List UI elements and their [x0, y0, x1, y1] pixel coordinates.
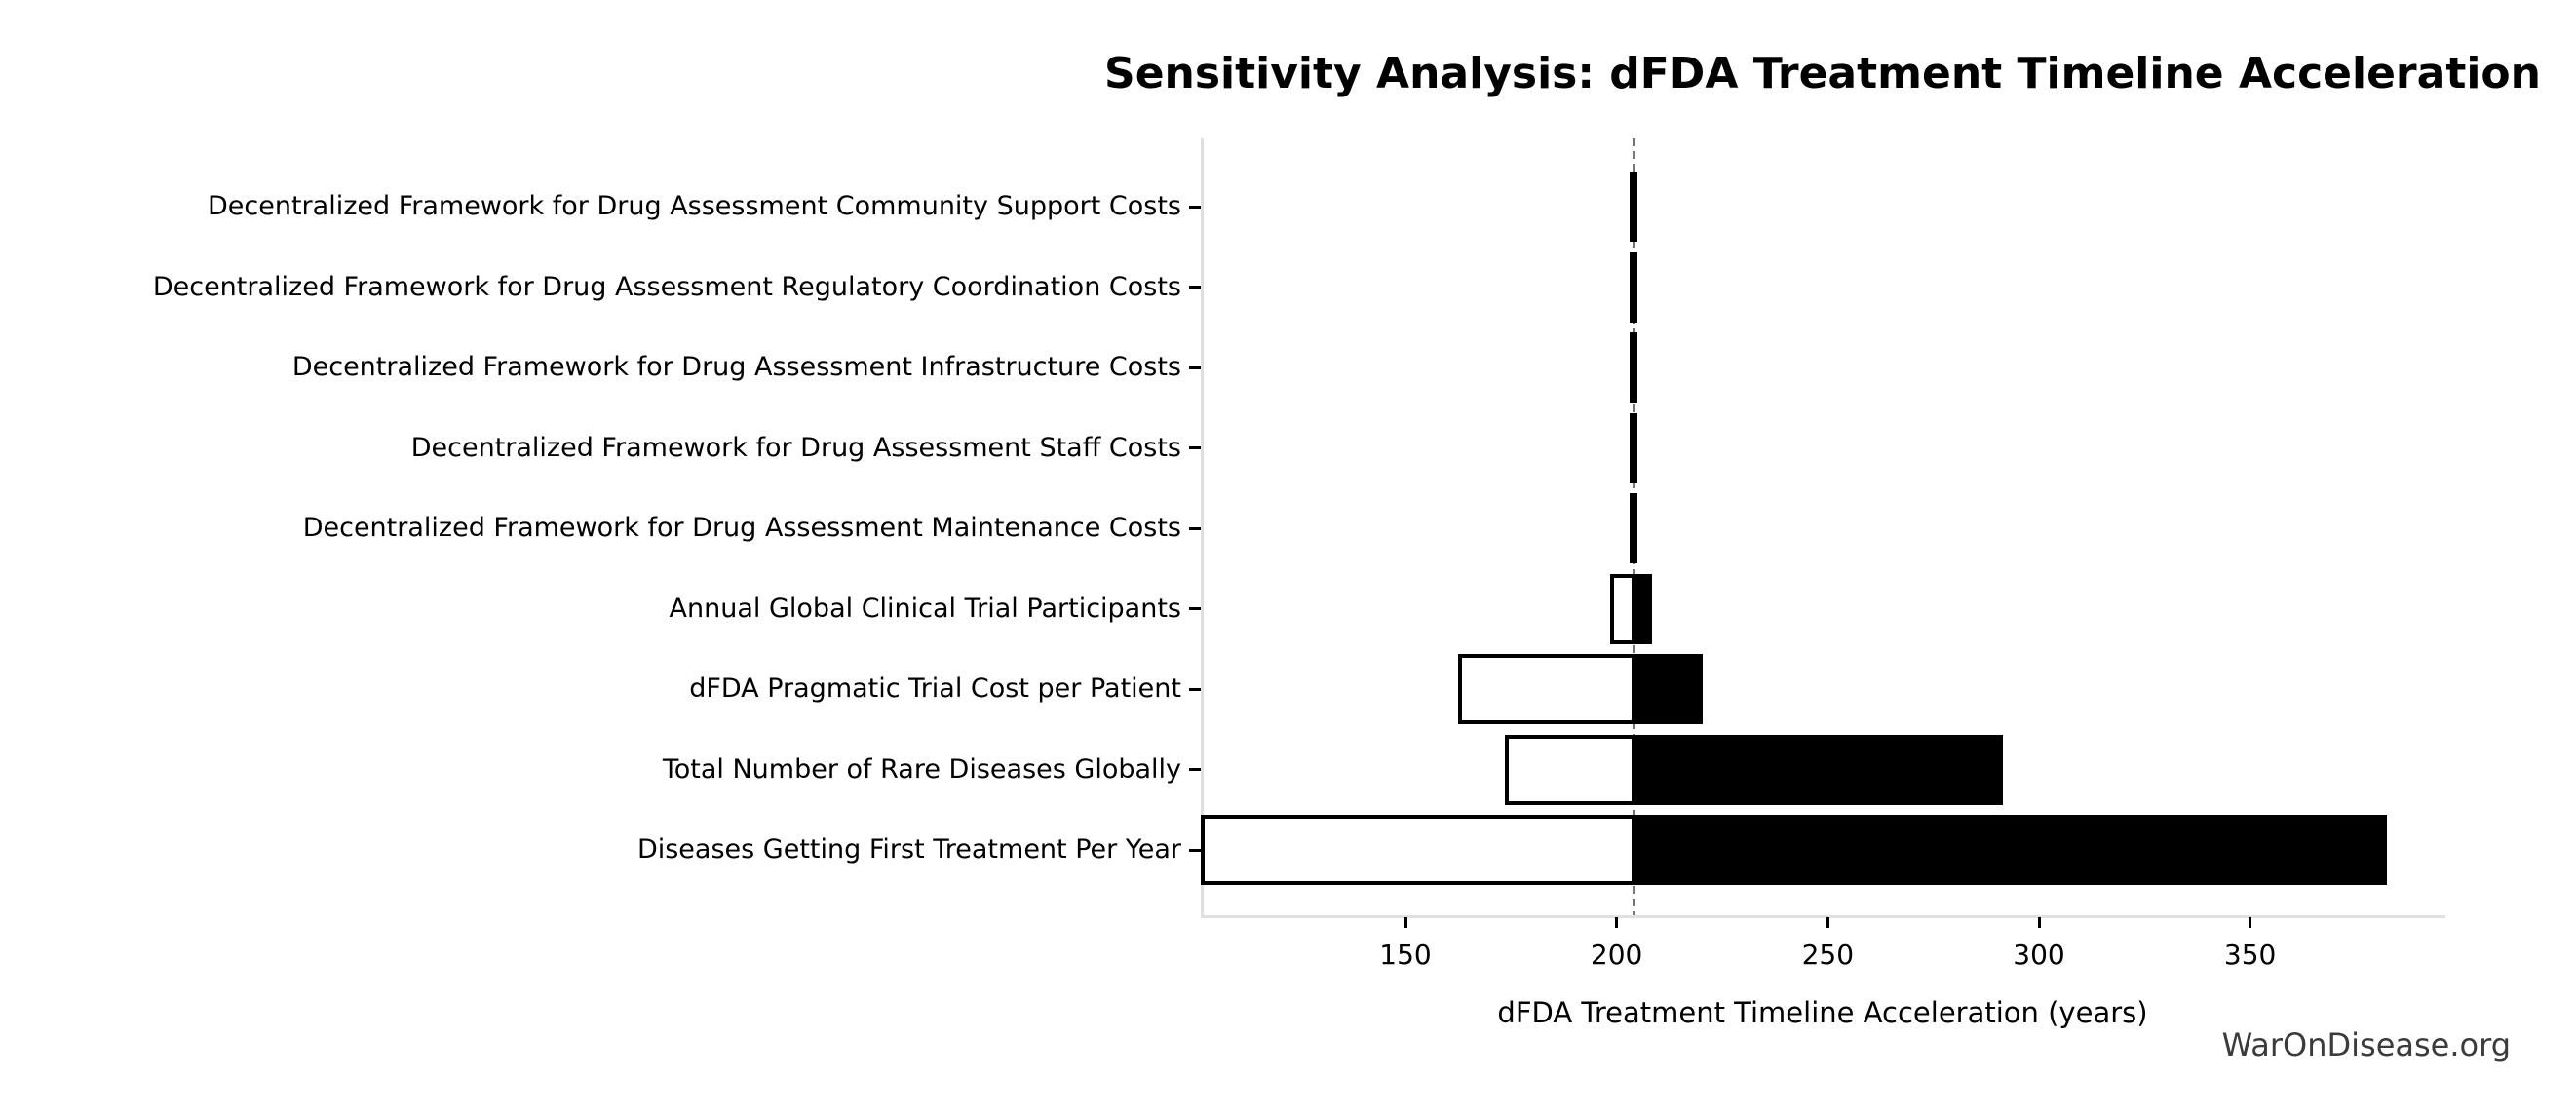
y-axis-category-label: Total Number of Rare Diseases Globally: [662, 753, 1181, 785]
x-tick-mark: [1615, 917, 1619, 928]
bar-high-segment: [1632, 815, 2388, 886]
bar-high-segment: [1632, 332, 1638, 404]
y-tick-mark: [1189, 607, 1201, 611]
y-axis-category-label: Decentralized Framework for Drug Assessm…: [291, 352, 1181, 383]
y-axis-category-label: Decentralized Framework for Drug Assessm…: [152, 271, 1181, 302]
y-tick-mark: [1189, 687, 1201, 691]
x-axis-line: [1201, 915, 2445, 918]
y-tick-mark: [1189, 205, 1201, 209]
x-tick-label: 200: [1590, 939, 1643, 971]
y-tick-mark: [1189, 446, 1201, 450]
watermark-text: WarOnDisease.org: [2221, 1026, 2511, 1063]
bar-high-segment: [1632, 734, 2003, 805]
bar-high-segment: [1632, 412, 1638, 483]
bar-low-segment: [1201, 815, 1635, 886]
bar-high-segment: [1632, 654, 1704, 725]
x-tick-mark: [1826, 917, 1829, 928]
x-tick-mark: [2037, 917, 2041, 928]
y-axis-category-label: Decentralized Framework for Drug Assessm…: [208, 191, 1181, 222]
x-axis-title: dFDA Treatment Timeline Acceleration (ye…: [1497, 996, 2148, 1029]
y-axis-category-label: Diseases Getting First Treatment Per Yea…: [636, 834, 1181, 866]
y-tick-mark: [1189, 286, 1201, 289]
bar-high-segment: [1632, 493, 1638, 564]
y-tick-mark: [1189, 848, 1201, 852]
y-tick-mark: [1189, 768, 1201, 772]
x-tick-mark: [1403, 917, 1407, 928]
x-tick-label: 350: [2223, 939, 2277, 971]
x-tick-label: 300: [2013, 939, 2065, 971]
y-axis-line: [1201, 138, 1204, 917]
bar-low-segment: [1458, 654, 1635, 725]
y-tick-mark: [1189, 366, 1201, 369]
y-axis-category-label: Decentralized Framework for Drug Assessm…: [410, 432, 1181, 463]
bar-high-segment: [1632, 573, 1653, 644]
chart-title: Sensitivity Analysis: dFDA Treatment Tim…: [1104, 49, 2541, 98]
x-tick-label: 150: [1379, 939, 1432, 971]
y-axis-category-label: dFDA Pragmatic Trial Cost per Patient: [689, 673, 1181, 705]
x-tick-mark: [2249, 917, 2252, 928]
y-axis-category-label: Decentralized Framework for Drug Assessm…: [302, 513, 1181, 544]
bar-low-segment: [1610, 573, 1635, 644]
bar-low-segment: [1505, 734, 1635, 805]
bar-high-segment: [1632, 251, 1638, 323]
y-axis-category-label: Annual Global Clinical Trial Participant…: [669, 593, 1181, 624]
x-tick-label: 250: [1801, 939, 1855, 971]
bar-high-segment: [1632, 172, 1638, 243]
y-tick-mark: [1189, 526, 1201, 530]
